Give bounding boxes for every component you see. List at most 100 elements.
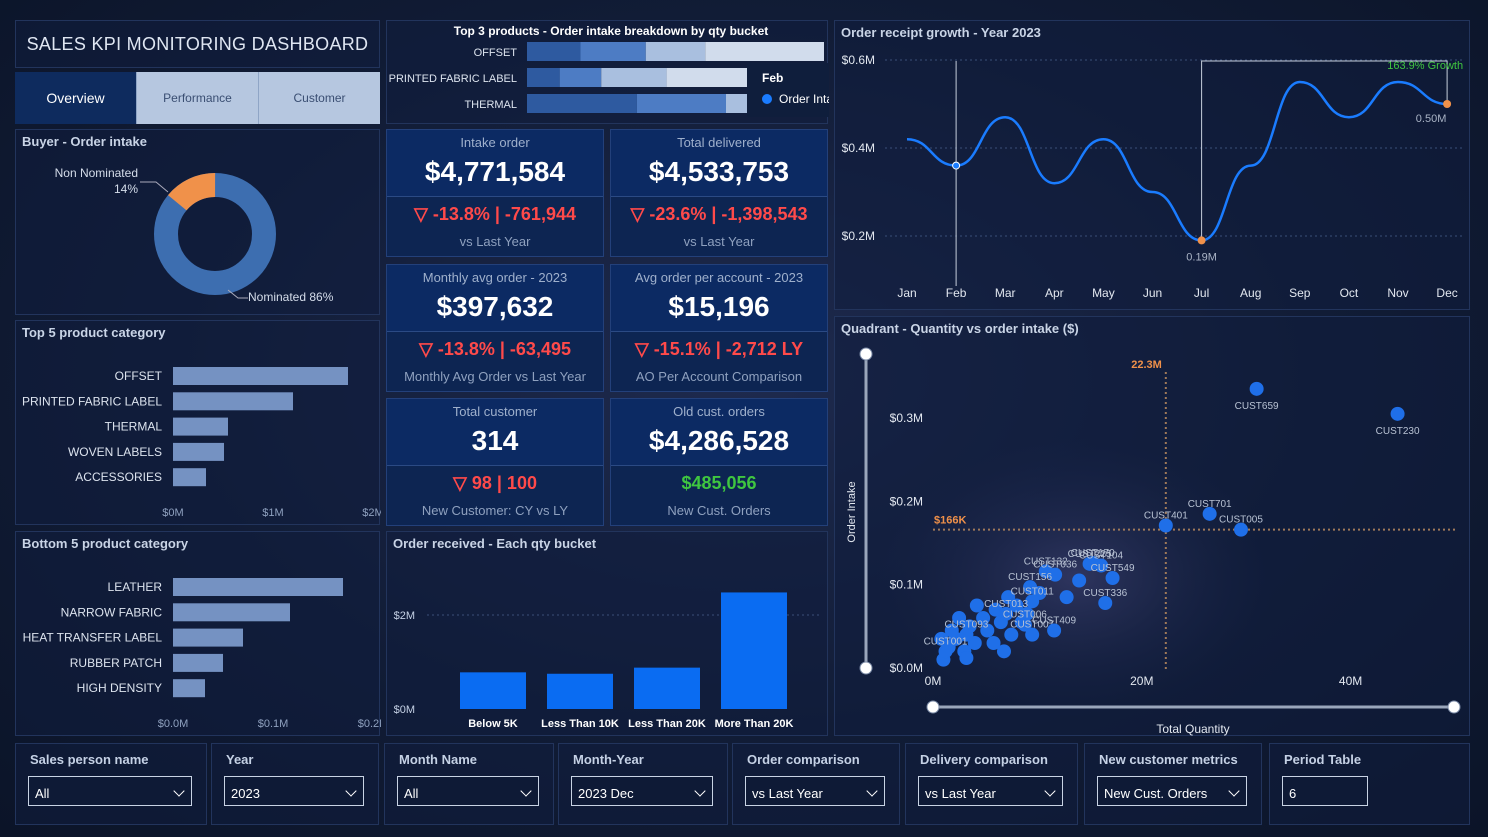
buyer-donut-chart: Non Nominated 14% Nominated 86% (55, 166, 334, 304)
donut-label-non-nominated: Non Nominated (55, 166, 138, 180)
x-tick: 40M (1339, 674, 1362, 688)
bar (173, 392, 293, 411)
bar-label: NARROW FABRIC (61, 605, 163, 619)
scatter-point (1017, 617, 1032, 632)
filter-value: 6 (1289, 786, 1297, 801)
x-tick: 0M (925, 674, 942, 688)
scatter-point (1001, 590, 1016, 605)
chevron-down-icon (345, 785, 357, 797)
scatter-point (952, 611, 967, 625)
top3-row-label: PRINTED FABRIC LABEL (389, 73, 517, 85)
filter-label: Period Table (1284, 752, 1362, 767)
tab-overview[interactable]: Overview (15, 72, 136, 124)
filter-dropdown[interactable]: All (28, 776, 192, 806)
filter-dropdown[interactable]: New Cust. Orders (1097, 776, 1247, 806)
bar (173, 417, 228, 436)
scatter-label: CUST005 (1219, 515, 1263, 526)
filter-value: All (35, 786, 50, 801)
kpi-label: Monthly avg order - 2023 (422, 270, 568, 285)
x-axis-title: Total Quantity (1156, 722, 1229, 736)
x-range-slider-handle-left[interactable] (926, 700, 940, 714)
y-tick: $0.3M (890, 411, 923, 425)
filter-label: Month Name (399, 752, 477, 767)
bottom5-bar-chart: LEATHER NARROW FABRIC HEAT TRANSFER LABEL R… (23, 578, 381, 730)
kpi-subtitle: New Cust. Orders (667, 503, 771, 518)
axis-tick: $2M (362, 507, 381, 519)
filter-value: vs Last Year (752, 786, 823, 801)
scatter-point (959, 627, 974, 642)
filter-label: Month-Year (573, 752, 644, 767)
scatter-label: CUST001 (924, 636, 968, 647)
month-tick: Jul (1194, 286, 1209, 300)
growth-hover-point (952, 161, 961, 170)
bottom5-title: Bottom 5 product category (22, 536, 189, 551)
scatter-point (1004, 627, 1019, 642)
scatter-point (1202, 506, 1217, 521)
kpi-value: $4,533,753 (648, 156, 790, 187)
bar-label: THERMAL (105, 420, 163, 434)
y-range-slider-handle-top[interactable] (859, 347, 873, 361)
hline-label: $166K (934, 515, 966, 527)
x-range-slider-handle-right[interactable] (1447, 700, 1461, 714)
top3-row-label: THERMAL (464, 99, 517, 111)
tooltip-series: Order Intake (779, 92, 829, 106)
y-range-slider-handle-bottom[interactable] (859, 661, 873, 675)
filter-1: Year 2023 (211, 743, 379, 825)
filter-value: New Cust. Orders (1104, 786, 1208, 801)
scatter-point (1094, 558, 1109, 573)
top5-title: Top 5 product category (22, 325, 166, 340)
filter-dropdown[interactable]: All (397, 776, 539, 806)
filter-dropdown[interactable]: vs Last Year (745, 776, 885, 806)
month-tick: Sep (1289, 286, 1311, 300)
kpi-value: $4,771,584 (424, 156, 566, 187)
month-tick: May (1092, 286, 1115, 300)
kpi-value: $4,286,528 (648, 425, 790, 456)
growth-end-label: 0.50M (1416, 113, 1447, 125)
growth-end-point (1443, 100, 1452, 108)
scatter-label: CUST132 (1024, 556, 1068, 567)
tab-performance[interactable]: Performance (136, 72, 258, 124)
donut-leader-line (227, 289, 248, 299)
filter-label: New customer metrics (1099, 752, 1238, 767)
scatter-point (944, 623, 959, 638)
chevron-down-icon (694, 785, 706, 797)
scatter-label: CUST006 (1003, 610, 1047, 621)
y-axis-title: Order Intake (846, 481, 858, 542)
scatter-point (959, 651, 974, 665)
donut-leader-line (140, 181, 169, 193)
axis-tick: $0.2M (842, 229, 875, 243)
growth-line (906, 80, 1448, 242)
column (721, 592, 787, 709)
top3-segment (645, 42, 706, 61)
top3-segment (527, 68, 560, 87)
bar (173, 578, 343, 596)
bar-label: OFFSET (115, 369, 163, 383)
kpi-label: Total delivered (677, 135, 761, 150)
filter-dropdown[interactable]: 2023 Dec (571, 776, 713, 806)
buyer-title: Buyer - Order intake (22, 134, 147, 149)
kpi-label: Old cust. orders (673, 404, 765, 419)
order-growth-panel: Order receipt growth - Year 2023 $0.6M $0… (834, 20, 1470, 310)
scatter-point (1105, 571, 1120, 585)
kpi-subtitle: AO Per Account Comparison (635, 369, 803, 384)
tab-customer[interactable]: Customer (258, 72, 380, 124)
top3-products-panel: Top 3 products - Order intake breakdown … (386, 20, 829, 124)
scatter-point (1249, 381, 1264, 396)
scatter-point (938, 644, 953, 659)
kpi-card-0: Intake order $4,771,584 ▽ -13.8% | -761,… (386, 129, 604, 257)
axis-tick: $0.4M (842, 141, 875, 155)
scatter-label: CUST336 (1083, 588, 1127, 599)
filter-dropdown[interactable]: 2023 (224, 776, 364, 806)
month-tick: Jan (897, 286, 916, 300)
donut-slice-non-nominated (154, 173, 277, 296)
kpi-value: $397,632 (436, 291, 554, 322)
axis-tick: $0M (394, 704, 415, 716)
filter-dropdown[interactable]: vs Last Year (918, 776, 1063, 806)
period-input[interactable]: 6 (1282, 776, 1368, 806)
scatter-label: CUST549 (1091, 563, 1135, 574)
kpi-header: Total customer 314 (387, 399, 603, 466)
donut-pct-non-nominated: 14% (114, 182, 138, 196)
column (547, 673, 613, 709)
bar (173, 442, 224, 461)
